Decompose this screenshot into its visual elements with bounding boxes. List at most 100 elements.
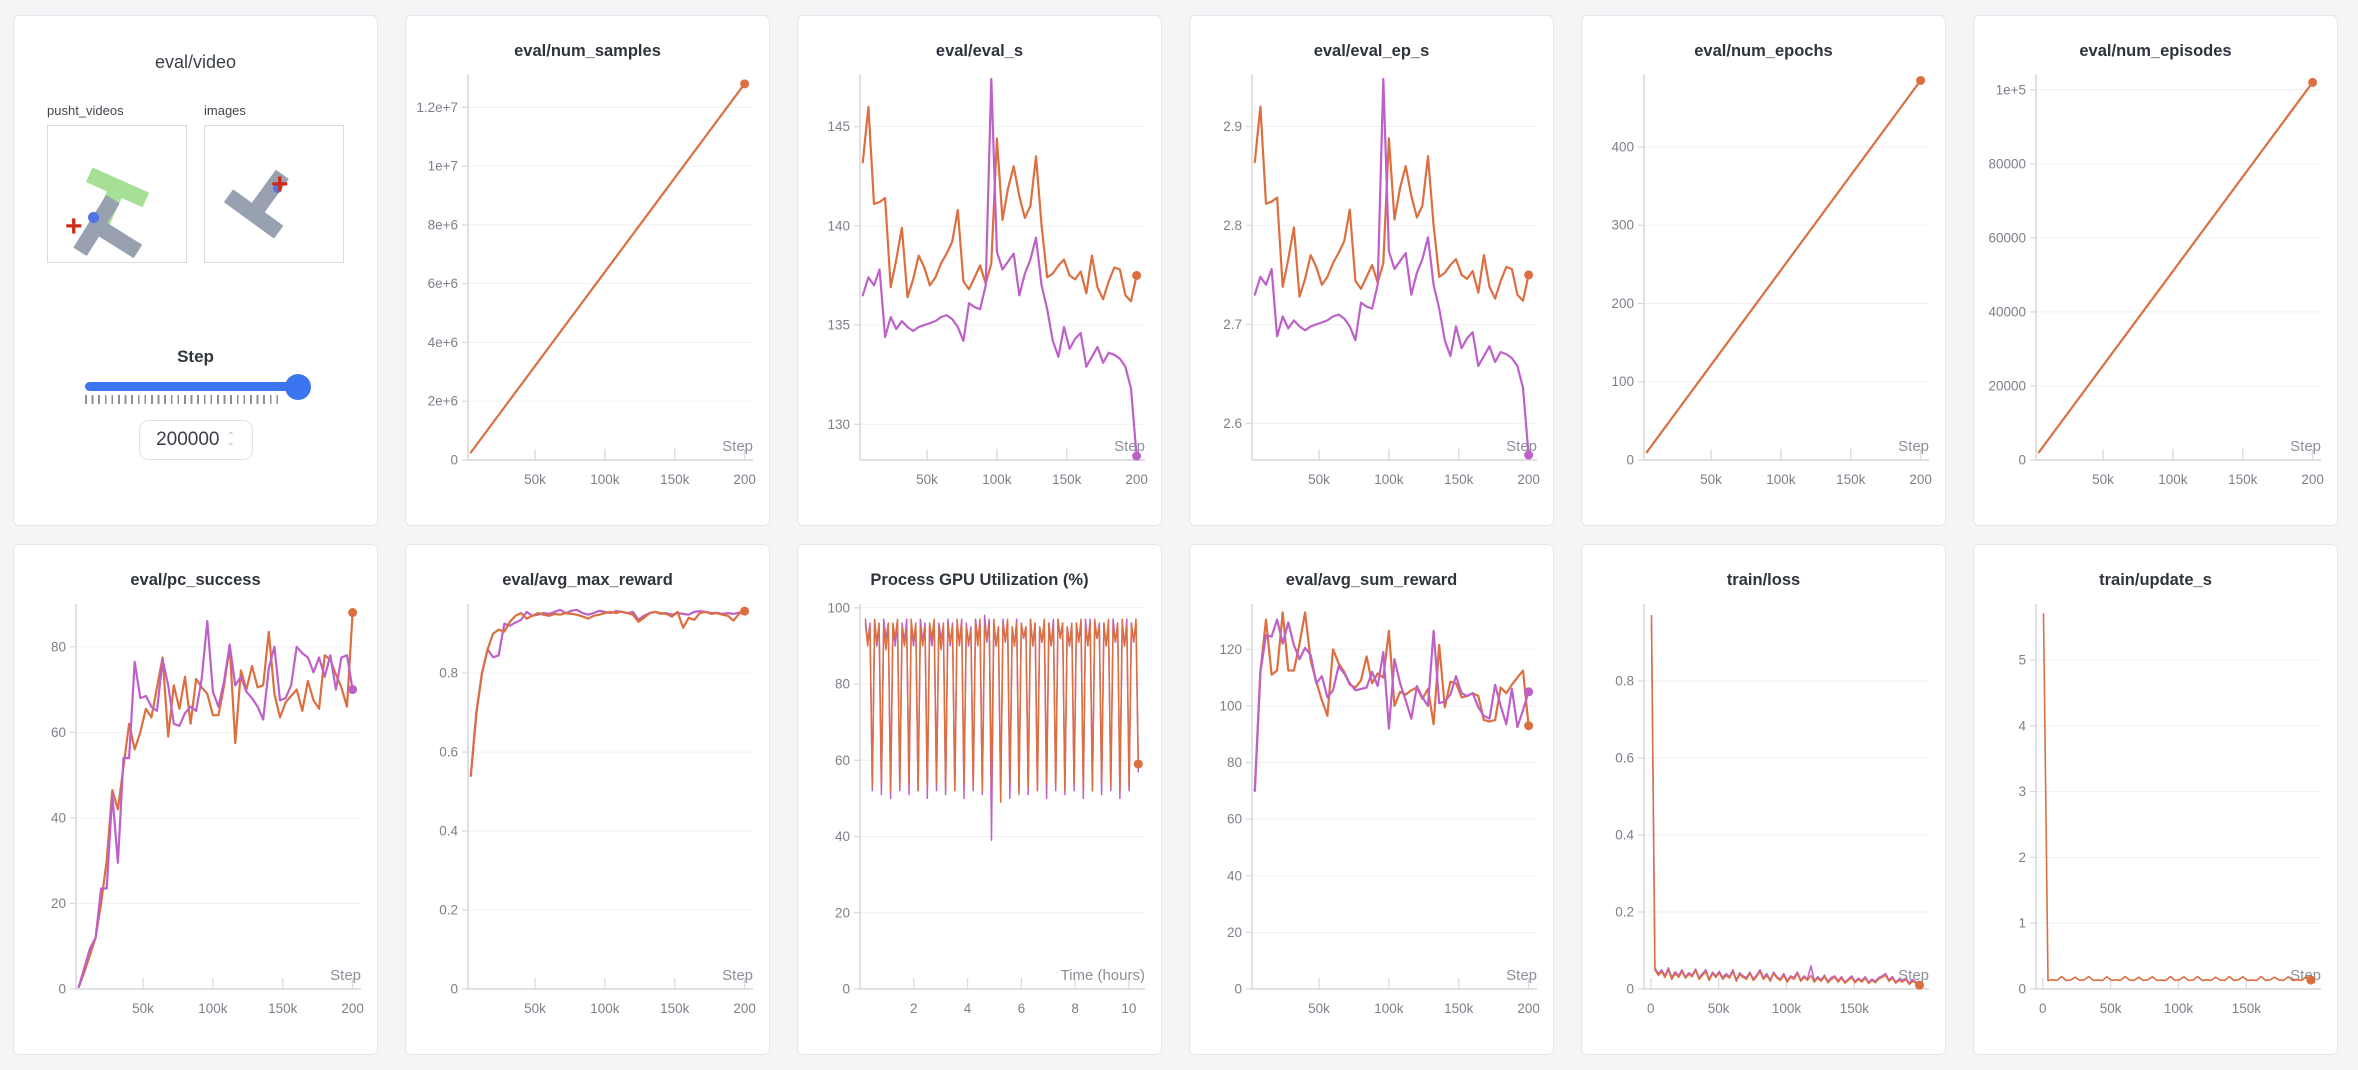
chart-panel-gpu_util: Process GPU Utilization (%) 0 20 40 60 80 100 2… [797, 544, 1162, 1055]
svg-text:0: 0 [842, 982, 850, 997]
svg-text:60: 60 [835, 753, 850, 768]
svg-text:3: 3 [2018, 784, 2026, 799]
svg-text:100k: 100k [982, 472, 1012, 487]
svg-text:40: 40 [51, 810, 66, 825]
svg-text:100: 100 [1219, 698, 1242, 713]
slider-track[interactable] [84, 373, 311, 400]
svg-text:150k: 150k [660, 1001, 690, 1016]
thumbnail-row: + + [47, 125, 344, 263]
svg-text:50k: 50k [1700, 472, 1722, 487]
chart-panel-train_update_s: train/update_s 0 1 2 3 4 5 0 50k 100k 150k Step [1973, 544, 2338, 1055]
thumbnail-captions: pusht_videos images [47, 103, 344, 118]
svg-text:100: 100 [827, 600, 850, 615]
video-panel: eval/video pusht_videos images + [13, 15, 378, 526]
svg-text:1.2e+7: 1.2e+7 [416, 100, 458, 115]
chart-plot-avg_max_reward[interactable]: 0 0.2 0.4 0.6 0.8 50k 100k 150k 200 Step [406, 592, 769, 1041]
svg-text:100k: 100k [2158, 472, 2188, 487]
chart-plot-pc_success[interactable]: 0 20 40 60 80 50k 100k 150k 200 Step [14, 592, 377, 1041]
svg-text:100k: 100k [1374, 472, 1404, 487]
step-input[interactable]: 200000 ⌃ ⌄ [138, 420, 253, 460]
svg-text:8: 8 [1071, 1001, 1079, 1016]
svg-text:150k: 150k [1444, 472, 1474, 487]
images-thumbnail[interactable]: + [204, 125, 344, 263]
svg-text:200: 200 [1909, 472, 1932, 487]
svg-text:0.6: 0.6 [439, 745, 458, 760]
svg-text:6e+6: 6e+6 [428, 276, 458, 291]
stepper-arrows-icon[interactable]: ⌃ ⌄ [226, 431, 235, 448]
pusht-video-thumbnail[interactable]: + [47, 125, 187, 263]
step-slider[interactable] [84, 373, 311, 404]
svg-text:Step: Step [1506, 438, 1537, 455]
svg-text:20: 20 [835, 905, 850, 920]
svg-text:0: 0 [450, 982, 458, 997]
svg-text:50k: 50k [1708, 1001, 1730, 1016]
svg-text:1e+7: 1e+7 [428, 159, 458, 174]
agent-dot-2 [273, 184, 282, 193]
chart-plot-num_samples[interactable]: 0 2e+6 4e+6 6e+6 8e+6 1e+7 1.2e+7 50k 100k 150k 20… [406, 63, 769, 512]
svg-text:Step: Step [1506, 967, 1537, 984]
svg-text:150k: 150k [1840, 1001, 1870, 1016]
chart-title-gpu_util: Process GPU Utilization (%) [870, 571, 1089, 589]
svg-text:Step: Step [1898, 438, 1929, 455]
slider-tick-marks [84, 395, 283, 404]
chart-title-num_epochs: eval/num_epochs [1694, 42, 1833, 60]
chart-plot-num_epochs[interactable]: 0 100 200 300 400 50k 100k 150k 200 Step [1582, 63, 1945, 512]
svg-text:5: 5 [2018, 652, 2026, 667]
svg-text:0.6: 0.6 [1615, 751, 1634, 766]
step-value: 200000 [156, 429, 220, 450]
svg-text:80: 80 [835, 677, 850, 692]
svg-text:2: 2 [2018, 850, 2026, 865]
svg-text:100k: 100k [590, 1001, 620, 1016]
svg-text:100: 100 [1611, 374, 1634, 389]
svg-text:Step: Step [722, 438, 753, 455]
chart-plot-eval_s[interactable]: 130 135 140 145 50k 100k 150k 200 Step [798, 63, 1161, 512]
svg-text:100k: 100k [198, 1001, 228, 1016]
chart-plot-num_episodes[interactable]: 0 20000 40000 60000 80000 1e+5 50k 100k 150k 200 S… [1974, 63, 2337, 512]
svg-text:200: 200 [733, 472, 756, 487]
svg-text:50k: 50k [2092, 472, 2114, 487]
svg-text:50k: 50k [132, 1001, 154, 1016]
svg-text:150k: 150k [660, 472, 690, 487]
svg-text:20: 20 [1227, 925, 1242, 940]
svg-text:0: 0 [450, 453, 458, 468]
svg-text:100k: 100k [1772, 1001, 1802, 1016]
svg-text:50k: 50k [524, 1001, 546, 1016]
svg-text:0: 0 [1626, 982, 1634, 997]
svg-text:Step: Step [2290, 967, 2321, 984]
svg-text:0.8: 0.8 [439, 666, 458, 681]
target-cross-icon: + [65, 210, 83, 243]
chart-plot-train_update_s[interactable]: 0 1 2 3 4 5 0 50k 100k 150k Step [1974, 592, 2337, 1041]
chart-plot-eval_ep_s[interactable]: 2.6 2.7 2.8 2.9 50k 100k 150k 200 Step [1190, 63, 1553, 512]
svg-text:50k: 50k [916, 472, 938, 487]
chart-title-train_update_s: train/update_s [2099, 571, 2212, 589]
chart-panel-pc_success: eval/pc_success 0 20 40 60 80 50k 100k 150k 200 St… [13, 544, 378, 1055]
images-caption: images [204, 103, 246, 118]
slider-thumb[interactable] [284, 373, 311, 400]
svg-text:0.8: 0.8 [1615, 674, 1634, 689]
chart-title-eval_s: eval/eval_s [935, 42, 1024, 60]
svg-text:40: 40 [835, 829, 850, 844]
svg-text:40: 40 [1227, 868, 1242, 883]
svg-text:200: 200 [1611, 296, 1634, 311]
svg-text:200: 200 [1125, 472, 1148, 487]
svg-text:100k: 100k [1766, 472, 1796, 487]
chart-panel-num_episodes: eval/num_episodes 0 20000 40000 60000 80000 1e… [1973, 15, 2338, 526]
svg-text:2: 2 [910, 1001, 918, 1016]
svg-text:60: 60 [1227, 812, 1242, 827]
svg-text:200: 200 [1517, 472, 1540, 487]
svg-text:130: 130 [827, 417, 850, 432]
svg-text:2.6: 2.6 [1223, 416, 1242, 431]
svg-text:2.9: 2.9 [1223, 119, 1242, 134]
chart-plot-gpu_util[interactable]: 0 20 40 60 80 100 2 4 6 8 10 Time (hours) [798, 592, 1161, 1041]
agent-dot [88, 212, 99, 223]
svg-text:50k: 50k [524, 472, 546, 487]
chart-panel-avg_max_reward: eval/avg_max_reward 0 0.2 0.4 0.6 0.8 50k 100k 1… [405, 544, 770, 1055]
chart-plot-avg_sum_reward[interactable]: 0 20 40 60 80 100 120 50k 100k 150k 200 Step [1190, 592, 1553, 1041]
svg-text:1: 1 [2018, 916, 2026, 931]
svg-text:20000: 20000 [1988, 378, 2026, 393]
chart-title-avg_sum_reward: eval/avg_sum_reward [1285, 571, 1458, 589]
svg-text:0: 0 [2018, 453, 2026, 468]
chart-title-num_episodes: eval/num_episodes [2079, 42, 2232, 60]
chart-title-eval_ep_s: eval/eval_ep_s [1313, 42, 1430, 60]
